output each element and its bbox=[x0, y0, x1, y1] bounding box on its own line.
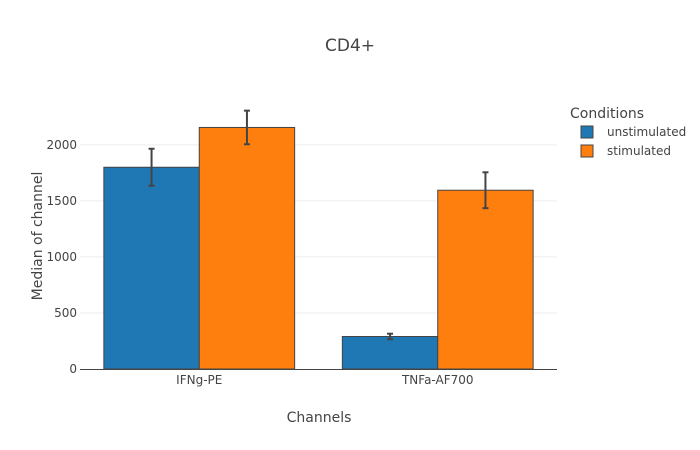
x-tick-label: IFNg-PE bbox=[176, 373, 222, 387]
y-axis-title: Median of channel bbox=[30, 172, 46, 301]
y-tick-label: 500 bbox=[54, 306, 77, 320]
error-bars bbox=[148, 109, 489, 341]
legend-label: stimulated bbox=[607, 144, 671, 158]
y-tick-label: 0 bbox=[69, 362, 77, 376]
legend-title: Conditions bbox=[570, 106, 644, 122]
y-tick-label: 1500 bbox=[46, 194, 77, 208]
legend: Conditions unstimulated stimulated bbox=[570, 106, 686, 158]
legend-items: unstimulated stimulated bbox=[580, 125, 686, 158]
legend-swatch bbox=[580, 144, 594, 158]
x-axis-ticks: IFNg-PE TNFa-AF700 bbox=[176, 373, 473, 387]
x-tick-label: TNFa-AF700 bbox=[401, 373, 474, 387]
error-bar bbox=[243, 109, 250, 146]
error-bar bbox=[148, 147, 155, 187]
legend-item-unstimulated[interactable]: unstimulated bbox=[580, 125, 686, 139]
bars bbox=[103, 126, 534, 370]
legend-item-stimulated[interactable]: stimulated bbox=[580, 144, 671, 158]
bar-unstimulated-TNFa-AF700 bbox=[341, 335, 439, 370]
legend-label: unstimulated bbox=[607, 125, 686, 139]
y-axis-ticks: 0 500 1000 1500 2000 bbox=[46, 138, 77, 376]
legend-swatch bbox=[580, 125, 594, 139]
y-tick-label: 1000 bbox=[46, 250, 77, 264]
bar-stimulated-IFNg-PE bbox=[198, 126, 296, 370]
y-tick-label: 2000 bbox=[46, 138, 77, 152]
error-bar bbox=[387, 332, 394, 341]
x-axis-title: Channels bbox=[287, 410, 352, 426]
bar-stimulated-TNFa-AF700 bbox=[437, 189, 534, 370]
chart-title: CD4+ bbox=[325, 36, 375, 56]
error-bar bbox=[482, 171, 489, 210]
bar-unstimulated-IFNg-PE bbox=[103, 166, 200, 370]
